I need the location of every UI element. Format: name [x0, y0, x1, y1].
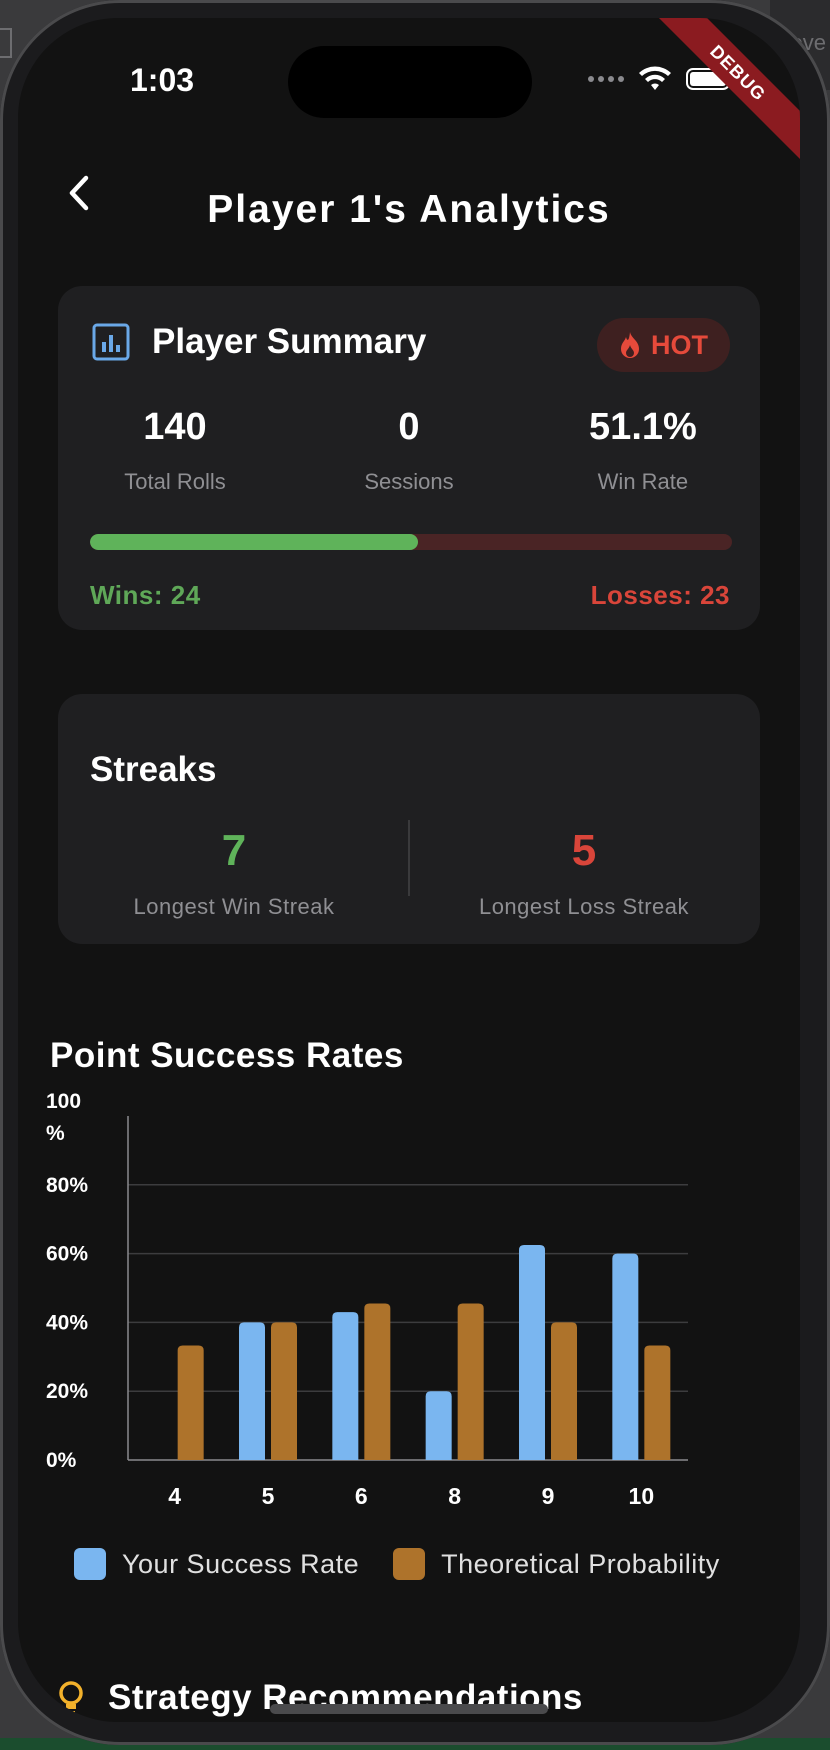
- stat-label: Total Rolls: [124, 469, 226, 494]
- streak-divider: [408, 820, 410, 896]
- y-tick-label: 80%: [46, 1174, 88, 1197]
- point-success-chart: 0% 20% 40% 60% 80% 100% 4 5 6 8 9 10: [46, 1090, 688, 1509]
- stat-total-rolls: 140 Total Rolls: [58, 406, 292, 495]
- bar-your-success-9: [519, 1245, 545, 1460]
- bar-your-success-8: [425, 1391, 452, 1460]
- y-tick-label: 40%: [46, 1311, 88, 1334]
- win-loss-bar-fill: [90, 534, 419, 550]
- bar-theoretical-8: [457, 1303, 484, 1460]
- signal-icon: [588, 76, 624, 82]
- legend-theoretical-probability: Theoretical Probability: [393, 1548, 720, 1580]
- bar-theoretical-9: [551, 1322, 577, 1460]
- x-tick-label: 8: [448, 1483, 461, 1509]
- longest-win-streak-value: 7: [221, 826, 247, 875]
- y-tick-label: 0%: [46, 1449, 77, 1472]
- x-tick-label: 4: [168, 1483, 181, 1509]
- x-tick-label: 6: [355, 1483, 368, 1509]
- hot-badge: HOT: [597, 318, 730, 372]
- stat-win-rate: 51.1% Win Rate: [526, 406, 760, 495]
- stat-label: Win Rate: [597, 469, 689, 494]
- stat-value: 140: [143, 406, 207, 448]
- x-tick-label: 5: [262, 1483, 275, 1509]
- home-indicator[interactable]: [270, 1704, 548, 1714]
- y-tick-label: 60%: [46, 1243, 88, 1266]
- dynamic-island: [288, 46, 532, 118]
- page-title: Player 1's Analytics: [207, 188, 611, 231]
- bar-theoretical-5: [271, 1322, 297, 1460]
- chart-title: Point Success Rates: [50, 1036, 404, 1075]
- bar-your-success-5: [239, 1322, 265, 1460]
- bar-your-success-6: [332, 1312, 359, 1460]
- status-time: 1:03: [130, 62, 195, 98]
- analytics-icon: [92, 323, 130, 361]
- streaks-card: Streaks 7 Longest Win Streak 5 Longest L…: [58, 694, 760, 944]
- legend-label: Theoretical Probability: [441, 1548, 720, 1579]
- back-button[interactable]: [58, 168, 98, 218]
- player-summary-title: Player Summary: [152, 322, 427, 361]
- legend-swatch: [393, 1548, 426, 1580]
- longest-loss-streak: 5 Longest Loss Streak: [424, 826, 744, 920]
- longest-win-streak: 7 Longest Win Streak: [74, 826, 394, 920]
- wifi-icon: [639, 66, 671, 90]
- lightbulb-icon: [59, 1681, 83, 1714]
- longest-win-streak-label: Longest Win Streak: [133, 894, 335, 919]
- flame-icon: [621, 332, 639, 358]
- debug-banner: DEBUG: [641, 18, 800, 170]
- bar-theoretical-4: [177, 1345, 204, 1460]
- status-icons: [588, 66, 734, 92]
- y-tick-label: 100: [46, 1090, 81, 1113]
- legend-swatch: [74, 1548, 106, 1580]
- x-tick-label: 9: [542, 1483, 555, 1509]
- stat-value: 0: [398, 406, 420, 448]
- app-screen: 1:03 DEBUG Player 1's Analytics: [18, 18, 800, 1722]
- streaks-title: Streaks: [90, 750, 217, 789]
- stat-label: Sessions: [364, 469, 454, 494]
- y-tick-label: %: [46, 1122, 65, 1145]
- stat-value: 51.1%: [589, 406, 697, 448]
- win-loss-bar: [90, 534, 732, 550]
- longest-loss-streak-label: Longest Loss Streak: [478, 894, 690, 919]
- summary-stats: 140 Total Rolls 0 Sessions 51.1% Win Rat…: [58, 406, 760, 495]
- stat-sessions: 0 Sessions: [292, 406, 526, 495]
- x-tick-label: 10: [629, 1483, 655, 1509]
- wins-count: Wins: 24: [90, 580, 201, 610]
- player-summary-card: Player Summary HOT 140 Total Rolls 0 Ses…: [58, 286, 760, 630]
- bar-your-success-10: [612, 1253, 639, 1460]
- hot-badge-label: HOT: [651, 329, 708, 360]
- bar-theoretical-6: [364, 1303, 391, 1460]
- legend-your-success-rate: Your Success Rate: [74, 1548, 359, 1580]
- losses-count: Losses: 23: [590, 580, 730, 610]
- legend-label: Your Success Rate: [122, 1548, 360, 1579]
- y-tick-label: 20%: [46, 1380, 88, 1403]
- longest-loss-streak-value: 5: [571, 826, 597, 875]
- background-icon: [0, 28, 12, 58]
- bar-theoretical-10: [644, 1345, 671, 1460]
- chart-legend: Your Success Rate Theoretical Probabilit…: [74, 1548, 720, 1580]
